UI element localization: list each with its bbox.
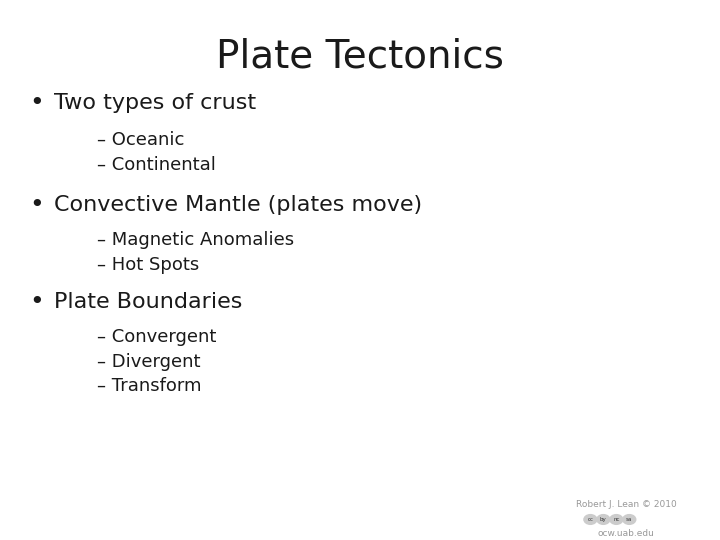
Text: •: •	[29, 291, 43, 314]
Text: •: •	[29, 193, 43, 217]
Text: by: by	[600, 517, 607, 522]
Text: – Oceanic: – Oceanic	[97, 131, 184, 150]
Circle shape	[623, 515, 636, 524]
Text: – Convergent: – Convergent	[97, 328, 217, 347]
Text: Convective Mantle (plates move): Convective Mantle (plates move)	[54, 195, 422, 215]
Text: Plate Boundaries: Plate Boundaries	[54, 292, 243, 313]
Text: – Transform: – Transform	[97, 377, 202, 395]
Text: Robert J. Lean © 2010: Robert J. Lean © 2010	[576, 501, 677, 509]
Text: sa: sa	[626, 517, 632, 522]
Text: Plate Tectonics: Plate Tectonics	[216, 38, 504, 76]
Circle shape	[584, 515, 597, 524]
Text: – Continental: – Continental	[97, 156, 216, 174]
Text: nc: nc	[613, 517, 620, 522]
Text: – Hot Spots: – Hot Spots	[97, 255, 199, 274]
Text: •: •	[29, 91, 43, 114]
Text: Two types of crust: Two types of crust	[54, 92, 256, 113]
Text: ocw.uab.edu: ocw.uab.edu	[598, 529, 654, 538]
Text: cc: cc	[588, 517, 593, 522]
Circle shape	[610, 515, 623, 524]
Text: – Magnetic Anomalies: – Magnetic Anomalies	[97, 231, 294, 249]
Text: – Divergent: – Divergent	[97, 353, 201, 371]
Circle shape	[597, 515, 610, 524]
